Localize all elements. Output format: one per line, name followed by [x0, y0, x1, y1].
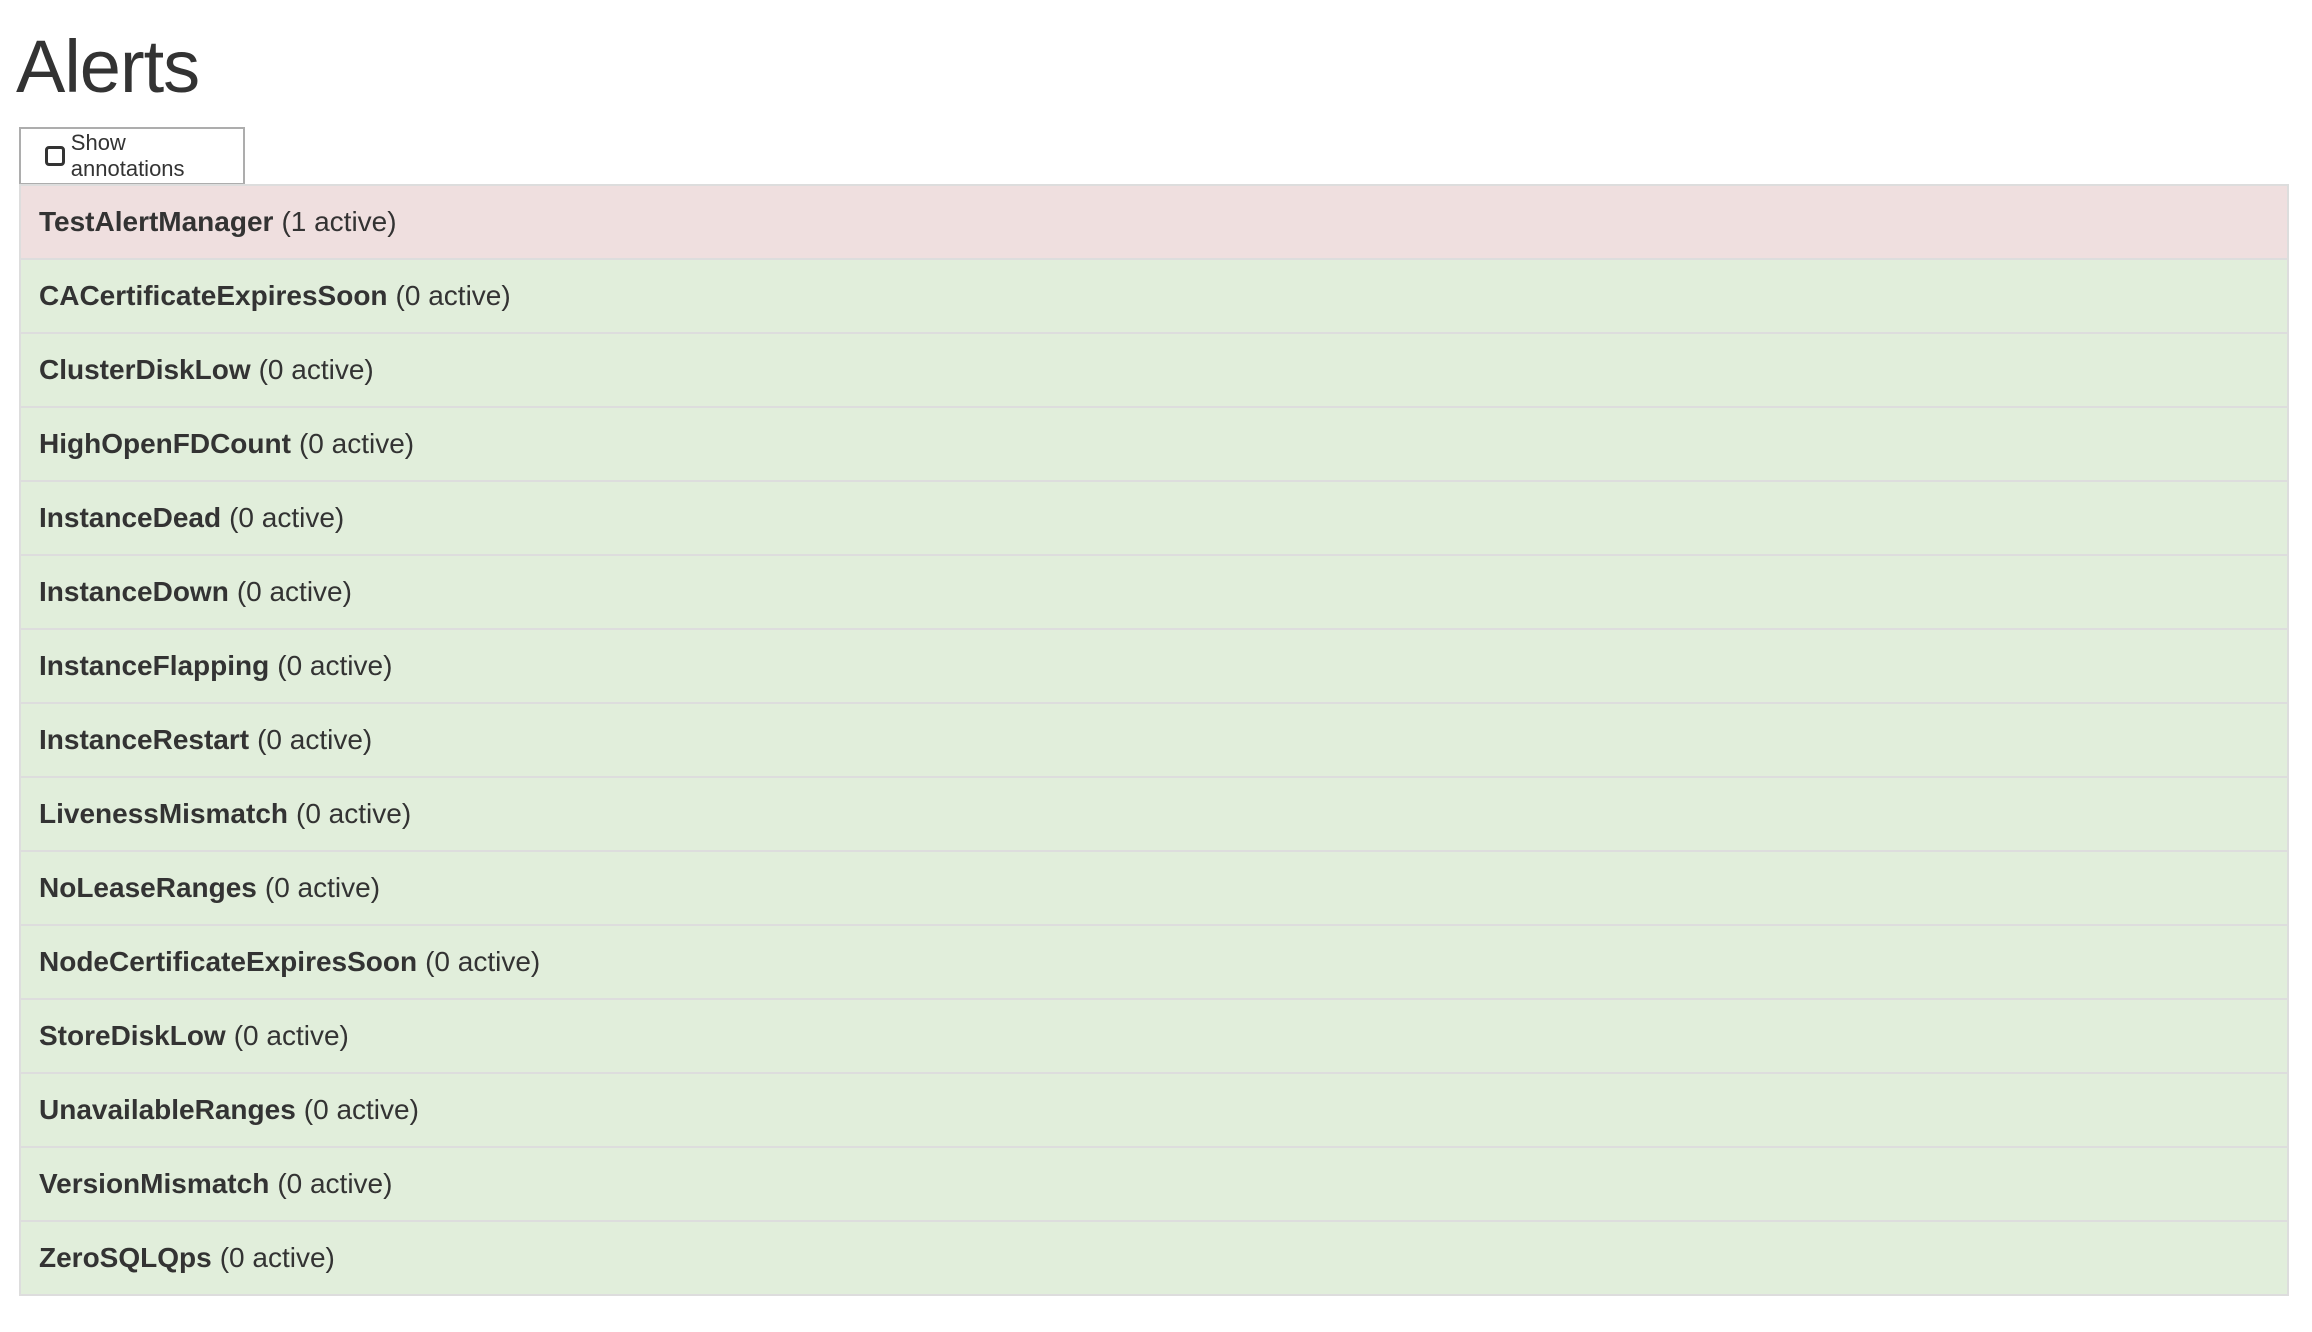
alert-active-count: (0 active): [258, 354, 374, 385]
alert-name: InstanceDown: [39, 576, 229, 607]
alert-name: NoLeaseRanges: [39, 872, 257, 903]
alert-active-count: (0 active): [236, 576, 352, 607]
alert-row[interactable]: ClusterDiskLow (0 active): [21, 334, 2287, 408]
alert-row[interactable]: StoreDiskLow (0 active): [21, 1000, 2287, 1074]
alert-active-count: (0 active): [303, 1094, 419, 1125]
alert-row[interactable]: CACertificateExpiresSoon (0 active): [21, 260, 2287, 334]
alert-row[interactable]: NoLeaseRanges (0 active): [21, 852, 2287, 926]
alert-active-count: (0 active): [277, 650, 393, 681]
alert-name: VersionMismatch: [39, 1168, 270, 1199]
alert-name: UnavailableRanges: [39, 1094, 296, 1125]
alert-active-count: (0 active): [233, 1020, 349, 1051]
show-annotations-label: Show annotations: [70, 130, 185, 181]
alert-row[interactable]: NodeCertificateExpiresSoon (0 active): [21, 926, 2287, 1000]
alert-active-count: (0 active): [425, 946, 541, 977]
alert-row[interactable]: LivenessMismatch (0 active): [21, 778, 2287, 852]
alert-name: HighOpenFDCount: [39, 428, 291, 459]
alert-active-count: (0 active): [395, 280, 511, 311]
alert-row[interactable]: ZeroSQLQps (0 active): [21, 1222, 2287, 1294]
alert-name: StoreDiskLow: [39, 1020, 226, 1051]
alert-name: InstanceDead: [39, 502, 222, 533]
alert-row[interactable]: InstanceRestart (0 active): [21, 704, 2287, 778]
alert-name: TestAlertManager: [39, 206, 274, 237]
alert-name: ZeroSQLQps: [39, 1242, 212, 1273]
alert-row[interactable]: InstanceDead (0 active): [21, 482, 2287, 556]
alert-row[interactable]: InstanceFlapping (0 active): [21, 630, 2287, 704]
alert-row[interactable]: UnavailableRanges (0 active): [21, 1074, 2287, 1148]
show-annotations-toggle[interactable]: Show annotations: [19, 127, 245, 185]
alert-row[interactable]: HighOpenFDCount (0 active): [21, 408, 2287, 482]
alerts-table: TestAlertManager (1 active) CACertificateE…: [19, 184, 2289, 1296]
alert-row[interactable]: VersionMismatch (0 active): [21, 1148, 2287, 1222]
alert-active-count: (0 active): [296, 798, 412, 829]
alert-active-count: (0 active): [219, 1242, 335, 1273]
alert-name: CACertificateExpiresSoon: [39, 280, 388, 311]
alert-active-count: (0 active): [298, 428, 415, 459]
alert-name: InstanceFlapping: [39, 650, 270, 681]
alert-name: ClusterDiskLow: [39, 354, 251, 385]
alert-row[interactable]: TestAlertManager (1 active): [21, 186, 2287, 260]
alert-active-count: (0 active): [277, 1168, 393, 1199]
alert-name: NodeCertificateExpiresSoon: [39, 946, 418, 977]
page-title: Alerts: [16, 25, 200, 108]
alert-active-count: (0 active): [264, 872, 381, 903]
alert-name: LivenessMismatch: [39, 798, 288, 829]
alert-active-count: (1 active): [281, 206, 397, 237]
alert-active-count: (0 active): [257, 724, 373, 755]
alert-active-count: (0 active): [229, 502, 345, 533]
checkbox-icon[interactable]: [45, 146, 65, 166]
alert-row[interactable]: InstanceDown (0 active): [21, 556, 2287, 630]
alert-name: InstanceRestart: [39, 724, 250, 755]
